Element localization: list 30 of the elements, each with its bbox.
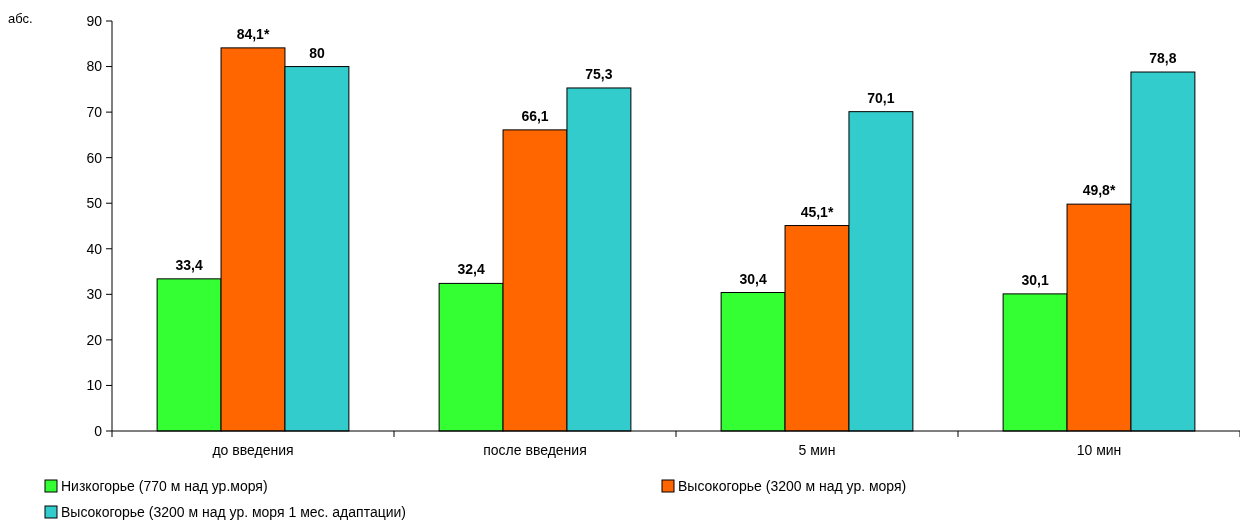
- x-tick-label: 5 мин: [798, 442, 836, 458]
- y-tick-label: 90: [86, 12, 103, 29]
- data-label: 78,8: [1149, 50, 1177, 67]
- y-tick-label: 80: [86, 58, 103, 75]
- y-tick-label: 40: [86, 240, 103, 257]
- x-tick-label: до введения: [212, 442, 294, 458]
- y-tick-label: 60: [86, 149, 103, 166]
- data-label: 33,4: [175, 256, 203, 273]
- y-tick-label: 50: [86, 195, 103, 212]
- y-tick-label: 0: [94, 422, 103, 439]
- x-tick-label: после введения: [483, 442, 587, 458]
- y-axis-title: абс.: [8, 11, 33, 26]
- y-tick-label: 70: [86, 104, 103, 121]
- y-tick-label: 30: [86, 286, 103, 303]
- data-label: 80: [309, 44, 325, 61]
- x-tick-label: 10 мин: [1076, 442, 1122, 458]
- data-label: 84,1*: [236, 25, 270, 42]
- data-label: 30,1: [1021, 271, 1049, 288]
- data-label: 66,1: [521, 107, 549, 124]
- data-label: 32,4: [457, 261, 485, 278]
- data-label: 70,1: [867, 89, 895, 106]
- legend-label: Высокогорье (3200 м над ур. моря 1 мес. адаптации): [61, 503, 407, 520]
- y-tick-label: 20: [86, 331, 103, 348]
- data-label: 45,1*: [800, 203, 834, 220]
- legend-label: Низкогорье (770 м над ур.моря): [61, 477, 268, 494]
- legend-label: Высокогорье (3200 м над ур. моря): [678, 477, 907, 494]
- data-label: 30,4: [739, 270, 767, 287]
- data-label: 49,8*: [1082, 182, 1116, 199]
- data-label: 75,3: [585, 65, 613, 82]
- y-tick-label: 10: [86, 377, 103, 394]
